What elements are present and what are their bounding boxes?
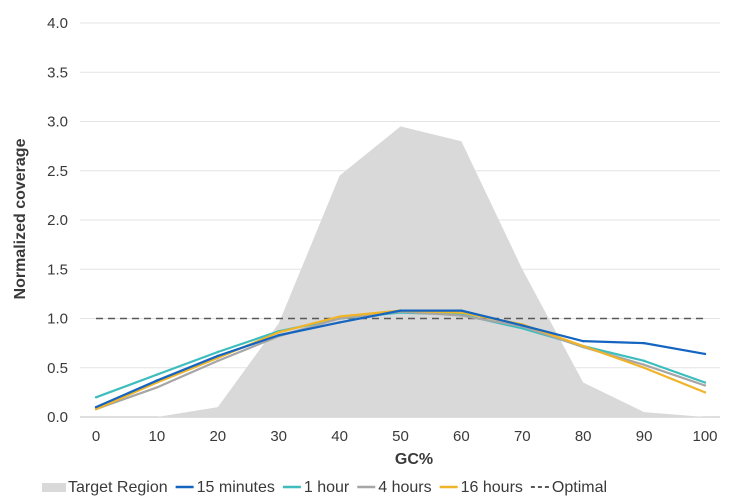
data-point-15-minutes [216, 354, 219, 358]
series-lines-layer [94, 309, 707, 411]
data-point-4-hours [642, 363, 646, 366]
legend: Target Region 15 minutes 1 hour 4 hours 16 h… [42, 479, 607, 496]
data-point-15-minutes [642, 341, 646, 345]
x-axis-title: GC% [395, 451, 433, 468]
data-point-15-minutes [94, 405, 98, 409]
data-point-4-hours [216, 359, 219, 363]
legend-label-16-hours: 16 hours [461, 479, 523, 496]
x-tick-label: 10 [149, 428, 166, 445]
x-tick-label: 30 [270, 428, 287, 445]
x-tick-label: 40 [331, 428, 348, 445]
y-tick-label: 2.0 [47, 212, 68, 229]
data-point-15-minutes [155, 379, 159, 382]
data-point-16-hours [642, 366, 646, 369]
legend-label-target-region: Target Region [68, 479, 168, 496]
data-point-15-minutes [460, 309, 463, 312]
data-point-15-minutes [399, 309, 402, 312]
legend-swatch-target-region [42, 483, 66, 492]
y-tick-labels: 0.0 0.5 1.0 1.5 2.0 2.5 3.0 3.5 4.0 [47, 15, 68, 426]
x-tick-label: 50 [392, 428, 409, 445]
data-point-15-minutes [521, 324, 524, 327]
y-tick-label: 1.0 [47, 311, 68, 328]
data-point-16-hours [338, 315, 341, 318]
legend-label-optimal: Optimal [552, 479, 607, 496]
data-point-1-hour [94, 396, 98, 399]
data-point-16-hours [582, 344, 585, 348]
x-tick-label: 0 [92, 428, 100, 445]
x-tick-label: 70 [514, 428, 531, 445]
x-tick-label: 20 [209, 428, 226, 445]
y-axis-title: Normalized coverage [12, 138, 29, 299]
x-tick-label: 90 [636, 428, 653, 445]
target-region-area-layer [96, 126, 705, 418]
data-point-4-hours [703, 384, 707, 387]
x-tick-label: 100 [692, 428, 717, 445]
data-point-4-hours [338, 317, 341, 320]
data-point-16-hours [94, 407, 98, 411]
data-point-4-hours [155, 386, 159, 389]
y-tick-label: 0.0 [47, 409, 68, 426]
data-point-16-hours [703, 391, 707, 394]
data-point-16-hours [277, 331, 280, 334]
y-tick-label: 1.5 [47, 261, 68, 278]
data-point-15-minutes [582, 339, 585, 343]
y-tick-label: 3.5 [47, 64, 68, 81]
y-tick-label: 2.5 [47, 163, 68, 180]
data-point-15-minutes [338, 321, 341, 324]
x-tick-label: 80 [575, 428, 592, 445]
y-tick-label: 4.0 [47, 15, 68, 32]
x-tick-labels: 0 10 20 30 40 50 60 70 80 90 100 [92, 428, 718, 445]
data-point-1-hour [216, 350, 219, 354]
data-point-15-minutes [277, 334, 280, 337]
y-tick-label: 3.0 [47, 114, 68, 131]
legend-label-15-minutes: 15 minutes [197, 479, 275, 496]
data-point-15-minutes [703, 352, 707, 356]
data-point-1-hour [521, 327, 524, 330]
data-point-1-hour [155, 373, 159, 376]
legend-label-4-hours: 4 hours [378, 479, 431, 496]
legend-label-1-hour: 1 hour [304, 479, 350, 496]
y-tick-label: 0.5 [47, 360, 68, 377]
data-point-1-hour [703, 381, 707, 384]
data-point-4-hours [460, 314, 463, 317]
target-region-area [96, 126, 705, 418]
x-tick-label: 60 [453, 428, 470, 445]
data-point-16-hours [460, 311, 463, 314]
data-point-1-hour [642, 359, 646, 363]
